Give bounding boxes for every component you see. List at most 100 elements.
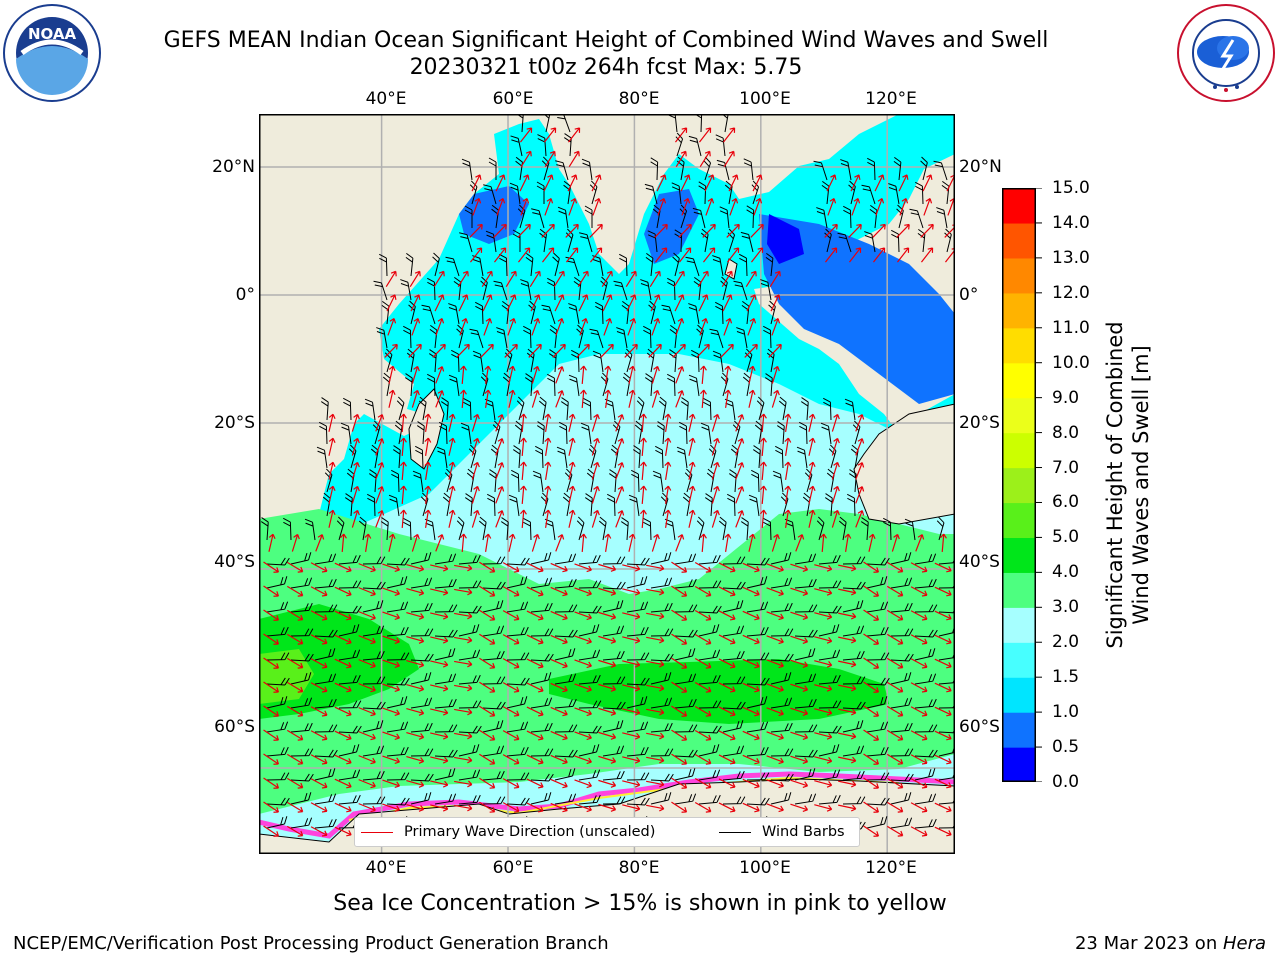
- wind-barb: [824, 228, 832, 253]
- wave-direction-arrow: [334, 826, 352, 837]
- wave-direction-arrow: [375, 438, 385, 456]
- wave-direction-arrow: [286, 681, 304, 693]
- wind-barb: [506, 652, 530, 661]
- wind-barb: [890, 552, 912, 565]
- wave-direction-arrow: [334, 754, 352, 765]
- wave-direction-arrow: [898, 174, 909, 192]
- wave-direction-arrow: [735, 438, 745, 456]
- wind-barb: [650, 602, 673, 613]
- wind-barb: [679, 204, 688, 229]
- wave-direction-arrow: [517, 247, 531, 263]
- wave-direction-arrow: [700, 389, 707, 409]
- wave-direction-arrow: [790, 731, 809, 740]
- wave-direction-arrow: [406, 683, 425, 692]
- wind-barb: [415, 445, 424, 469]
- wave-direction-arrow: [544, 437, 552, 456]
- wind-barb: [373, 280, 388, 301]
- wind-barb: [555, 160, 569, 181]
- wave-direction-arrow: [863, 825, 880, 837]
- wind-barb: [458, 700, 482, 709]
- wave-direction-arrow: [598, 779, 617, 788]
- wave-direction-arrow: [622, 756, 641, 764]
- wind-barb: [794, 648, 816, 661]
- sea-ice: [259, 771, 955, 839]
- wave-direction-arrow: [526, 682, 544, 693]
- wave-direction-arrow: [742, 802, 760, 813]
- wind-barb: [674, 604, 698, 613]
- noaa-logo: NOAA: [3, 4, 101, 102]
- wind-barb: [458, 674, 481, 685]
- wind-barb: [602, 701, 626, 710]
- wind-barb: [890, 672, 912, 685]
- wind-barb: [410, 602, 433, 613]
- wind-barb: [386, 576, 408, 589]
- wind-barb: [314, 673, 337, 685]
- wave-direction-arrow: [454, 660, 473, 668]
- wave-direction-arrow: [671, 753, 688, 765]
- wind-barb: [746, 576, 768, 589]
- wave-direction-arrow: [838, 756, 857, 764]
- wave-direction-arrow: [430, 564, 449, 572]
- wind-barb: [890, 653, 914, 662]
- wave-direction-arrow: [886, 729, 904, 741]
- wave-direction-arrow: [646, 636, 665, 644]
- wind-barb: [612, 420, 621, 445]
- wind-barb: [602, 676, 626, 685]
- wave-direction-arrow: [328, 509, 336, 528]
- wave-direction-arrow: [565, 223, 579, 238]
- wave-direction-arrow: [263, 657, 280, 669]
- wind-barb: [626, 797, 650, 806]
- wave-direction-arrow: [448, 485, 456, 504]
- wave-direction-arrow: [502, 610, 520, 621]
- wave-direction-arrow: [675, 390, 685, 408]
- wave-direction-arrow: [747, 318, 757, 336]
- wind-barb: [674, 673, 697, 685]
- wave-direction-arrow: [364, 533, 372, 552]
- wave-direction-arrow: [622, 708, 641, 716]
- wind-barb: [434, 553, 457, 565]
- wave-direction-arrow: [598, 587, 617, 596]
- wave-direction-arrow: [838, 564, 857, 572]
- wave-direction-arrow: [387, 318, 397, 336]
- wave-direction-arrow: [430, 588, 449, 596]
- wave-direction-arrow: [550, 586, 568, 597]
- wave-direction-arrow: [922, 174, 933, 192]
- wave-direction-arrow: [742, 658, 760, 669]
- wind-barb: [290, 722, 313, 733]
- wind-barb: [432, 252, 440, 277]
- wave-direction-arrow: [400, 509, 407, 529]
- wave-direction-arrow: [495, 486, 505, 504]
- wave-direction-arrow: [574, 635, 592, 645]
- wave-direction-arrow: [574, 779, 592, 789]
- wind-barb: [336, 516, 345, 541]
- wave-direction-arrow: [784, 413, 792, 432]
- wind-barb: [698, 769, 721, 781]
- wave-direction-arrow: [519, 127, 533, 143]
- wind-barb: [715, 134, 726, 157]
- wind-barb: [847, 493, 856, 517]
- wave-direction-arrow: [910, 586, 928, 597]
- wind-barb: [770, 602, 793, 613]
- wave-direction-arrow: [406, 563, 425, 572]
- wave-direction-arrow: [910, 610, 928, 621]
- wind-barb: [644, 373, 653, 397]
- wind-barb: [842, 650, 865, 661]
- wave-direction-arrow: [520, 461, 527, 481]
- wave-direction-arrow: [863, 753, 880, 765]
- wave-direction-arrow: [718, 658, 736, 669]
- wave-direction-arrow: [430, 660, 449, 668]
- wind-barb: [842, 581, 866, 590]
- wind-barb: [584, 493, 593, 517]
- wave-direction-arrow: [358, 731, 376, 741]
- wind-barb: [410, 577, 433, 589]
- wind-barb: [842, 796, 866, 805]
- wind-barb: [650, 697, 673, 709]
- wind-barb: [362, 600, 384, 613]
- wave-direction-arrow: [934, 754, 952, 765]
- wind-barb: [616, 327, 628, 349]
- wave-direction-arrow: [471, 485, 480, 504]
- wave-direction-arrow: [358, 755, 376, 765]
- wind-barb: [722, 796, 746, 805]
- wind-barb: [794, 749, 818, 758]
- wind-barb: [914, 818, 937, 829]
